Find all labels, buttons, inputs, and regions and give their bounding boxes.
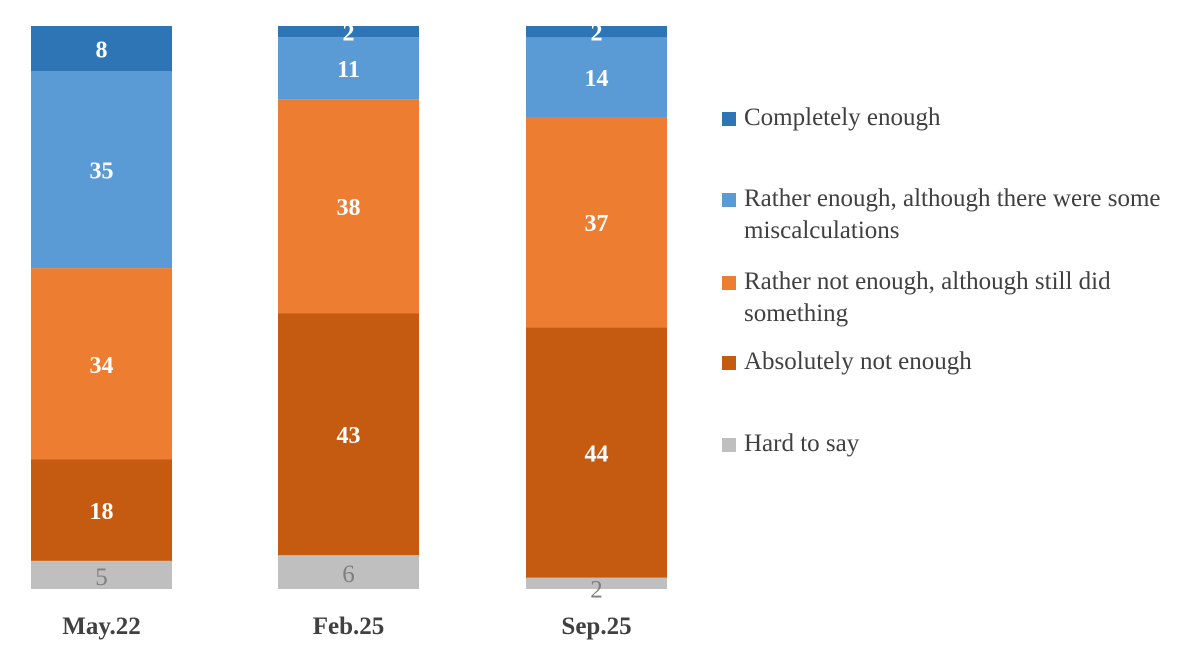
data-label: 2 [591, 21, 603, 47]
bar-segment-completely-enough [278, 26, 419, 38]
bar-segment-rather-enough-although-there-were-some-miscalculations [31, 71, 172, 269]
legend-label: Completely enough [744, 104, 941, 131]
data-label: 2 [590, 576, 603, 603]
legend-item-absolutely-not-enough: Absolutely not enough [722, 346, 972, 378]
data-label: 43 [337, 423, 361, 449]
legend-item-rather-enough: Rather enough, although there were some … [722, 183, 1172, 247]
data-label: 6 [342, 561, 355, 588]
legend-swatch [722, 438, 736, 452]
legend-label: Rather not enough, although still did so… [744, 268, 1111, 327]
data-label: 11 [337, 57, 360, 83]
stacked-bar-chart: 5 18 34 35 8 May.22 6 43 38 11 2 Feb.25 2 44 37 14 2 Sep.… [31, 21, 667, 640]
legend-item-hard-to-say: Hard to say [722, 428, 859, 460]
x-tick-label: May.22 [62, 613, 140, 640]
legend-item-rather-not-enough: Rather not enough, although still did so… [722, 266, 1192, 330]
legend-label: Absolutely not enough [744, 348, 972, 375]
bar-segment-rather-not-enough-although-still-did-something [31, 268, 172, 460]
data-label: 5 [95, 564, 108, 591]
bar-segment-rather-not-enough-although-still-did-something [526, 116, 667, 328]
legend-label: Hard to say [744, 430, 860, 457]
bar-segment-rather-enough-although-there-were-some-miscalculations [526, 37, 667, 117]
legend-label: Rather enough, although there were some … [744, 185, 1161, 244]
bar-segment-absolutely-not-enough [31, 459, 172, 561]
bar-segment-hard-to-say [526, 577, 667, 589]
legend-swatch [722, 112, 736, 126]
bar-segment-absolutely-not-enough [278, 313, 419, 556]
legend-swatch [722, 356, 736, 370]
data-label: 38 [337, 195, 361, 221]
bar-segment-hard-to-say [278, 555, 419, 589]
bar-segment-hard-to-say [31, 560, 172, 589]
data-label: 35 [90, 159, 114, 185]
data-label: 14 [585, 66, 609, 92]
data-label: 44 [585, 442, 609, 468]
legend-swatch [722, 276, 736, 290]
legend-item-completely-enough: Completely enough [722, 102, 941, 134]
data-label: 8 [96, 38, 108, 64]
data-label: 18 [90, 499, 114, 525]
bar-segment-completely-enough [526, 26, 667, 38]
bar-segment-rather-not-enough-although-still-did-something [278, 99, 419, 314]
data-label: 2 [343, 21, 355, 47]
x-tick-label: Sep.25 [561, 613, 631, 640]
bar-segment-rather-enough-although-there-were-some-miscalculations [278, 37, 419, 100]
bar-segment-absolutely-not-enough [526, 327, 667, 578]
legend-swatch [722, 193, 736, 207]
data-label: 37 [585, 211, 609, 237]
x-tick-label: Feb.25 [313, 613, 385, 640]
bar-segment-completely-enough [31, 26, 172, 72]
data-label: 34 [90, 353, 114, 379]
